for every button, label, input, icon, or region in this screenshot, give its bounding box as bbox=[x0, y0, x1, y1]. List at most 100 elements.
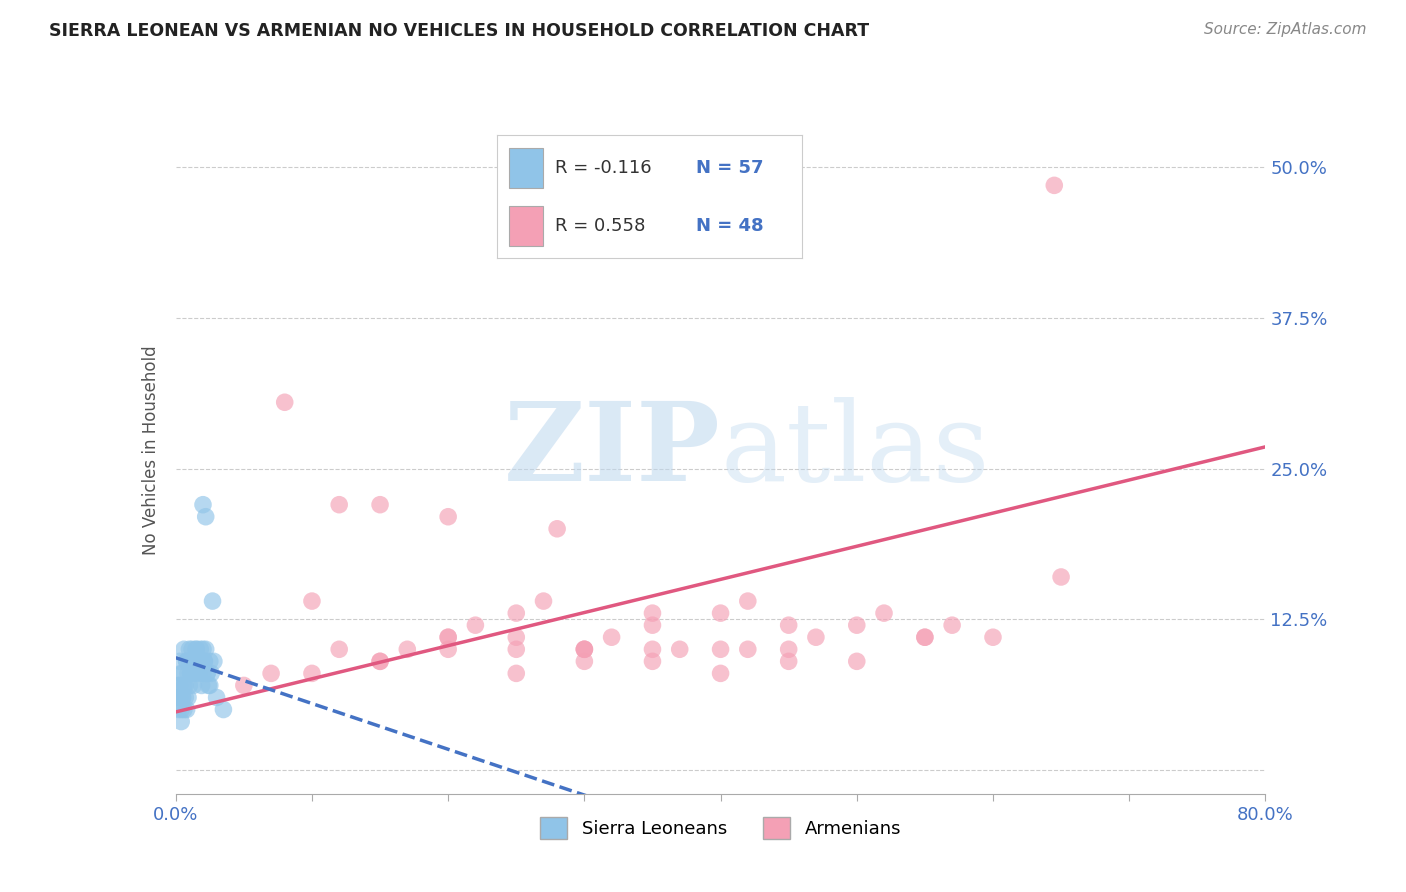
Point bbox=[710, 642, 733, 657]
Point bbox=[197, 678, 219, 692]
Point bbox=[505, 666, 527, 681]
Point bbox=[981, 630, 1004, 644]
Point bbox=[170, 702, 193, 716]
Point bbox=[437, 630, 460, 644]
Point bbox=[845, 618, 868, 632]
Point bbox=[177, 666, 200, 681]
Point bbox=[600, 630, 623, 644]
Point bbox=[169, 654, 191, 668]
Point bbox=[505, 642, 527, 657]
Point bbox=[505, 606, 527, 620]
Point bbox=[183, 678, 205, 692]
Point bbox=[180, 666, 202, 681]
Point bbox=[914, 630, 936, 644]
Point bbox=[437, 509, 460, 524]
Point bbox=[533, 594, 555, 608]
Point bbox=[174, 678, 197, 692]
Point bbox=[200, 666, 222, 681]
Point bbox=[1050, 570, 1073, 584]
Point bbox=[173, 702, 195, 716]
Point bbox=[641, 618, 664, 632]
Point bbox=[190, 654, 212, 668]
Point bbox=[437, 642, 460, 657]
Point bbox=[186, 642, 208, 657]
Point bbox=[941, 618, 963, 632]
Point bbox=[191, 498, 214, 512]
Point bbox=[368, 654, 391, 668]
Point bbox=[464, 618, 486, 632]
Point bbox=[396, 642, 419, 657]
Point bbox=[641, 654, 664, 668]
Point bbox=[195, 666, 218, 681]
Point bbox=[641, 606, 664, 620]
Text: SIERRA LEONEAN VS ARMENIAN NO VEHICLES IN HOUSEHOLD CORRELATION CHART: SIERRA LEONEAN VS ARMENIAN NO VEHICLES I… bbox=[49, 22, 869, 40]
Point bbox=[260, 666, 283, 681]
Point bbox=[172, 690, 194, 705]
Point bbox=[193, 654, 215, 668]
Point bbox=[183, 654, 205, 668]
Point bbox=[191, 642, 214, 657]
Point bbox=[778, 654, 800, 668]
Point bbox=[187, 654, 209, 668]
Point bbox=[181, 654, 204, 668]
Point bbox=[180, 666, 202, 681]
Point bbox=[232, 678, 254, 692]
Point bbox=[186, 642, 208, 657]
Point bbox=[546, 522, 568, 536]
Point bbox=[179, 654, 201, 668]
Point bbox=[198, 678, 221, 692]
Point bbox=[778, 618, 800, 632]
Text: Source: ZipAtlas.com: Source: ZipAtlas.com bbox=[1204, 22, 1367, 37]
Point bbox=[778, 642, 800, 657]
Point bbox=[198, 654, 221, 668]
Point bbox=[194, 642, 217, 657]
Point bbox=[167, 678, 190, 692]
Point bbox=[914, 630, 936, 644]
Point bbox=[274, 395, 297, 409]
Point bbox=[368, 498, 391, 512]
Point bbox=[737, 642, 759, 657]
Point bbox=[328, 642, 350, 657]
Point bbox=[173, 642, 195, 657]
Point bbox=[181, 654, 204, 668]
Point bbox=[193, 654, 215, 668]
Point bbox=[174, 690, 197, 705]
Point bbox=[1043, 178, 1066, 193]
Point bbox=[188, 642, 211, 657]
Point bbox=[873, 606, 896, 620]
Point bbox=[176, 654, 198, 668]
Point bbox=[574, 642, 596, 657]
Point bbox=[170, 666, 193, 681]
Point bbox=[176, 702, 198, 716]
Point bbox=[205, 690, 228, 705]
Point bbox=[173, 678, 195, 692]
Point bbox=[167, 702, 190, 716]
Point bbox=[190, 678, 212, 692]
Point bbox=[172, 690, 194, 705]
Point bbox=[437, 630, 460, 644]
Point bbox=[179, 678, 201, 692]
Point bbox=[188, 654, 211, 668]
Point bbox=[202, 654, 225, 668]
Point bbox=[172, 666, 194, 681]
Point bbox=[641, 642, 664, 657]
Point bbox=[368, 654, 391, 668]
Point bbox=[187, 666, 209, 681]
Point bbox=[166, 690, 188, 705]
Point bbox=[201, 594, 224, 608]
Point bbox=[574, 654, 596, 668]
Point bbox=[804, 630, 827, 644]
Point bbox=[195, 666, 218, 681]
Point bbox=[710, 606, 733, 620]
Legend: Sierra Leoneans, Armenians: Sierra Leoneans, Armenians bbox=[533, 810, 908, 847]
Point bbox=[668, 642, 690, 657]
Point bbox=[177, 690, 200, 705]
Point bbox=[212, 702, 235, 716]
Point bbox=[301, 594, 323, 608]
Point bbox=[184, 666, 207, 681]
Y-axis label: No Vehicles in Household: No Vehicles in Household bbox=[142, 345, 160, 556]
Point bbox=[181, 642, 204, 657]
Point bbox=[574, 642, 596, 657]
Text: atlas: atlas bbox=[721, 397, 990, 504]
Text: ZIP: ZIP bbox=[503, 397, 721, 504]
